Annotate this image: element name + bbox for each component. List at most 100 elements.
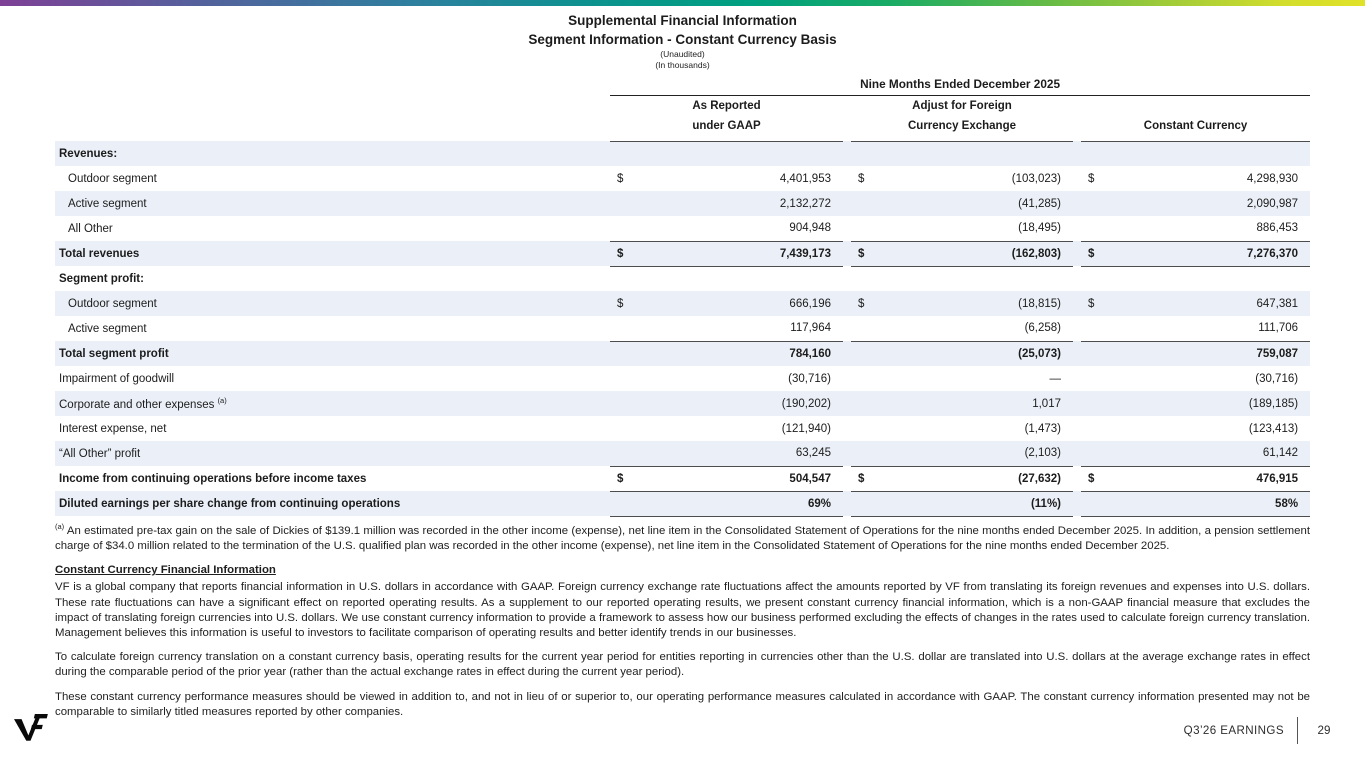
dollar-sign xyxy=(851,366,879,391)
value-constant-currency: (123,413) xyxy=(1248,422,1299,435)
dollar-sign: $ xyxy=(610,241,638,267)
dollar-sign xyxy=(851,341,879,366)
dollar-sign xyxy=(610,491,638,517)
table-row: Interest expense, net (121,940) (1,473) (12… xyxy=(55,416,1310,441)
dollar-sign xyxy=(1081,266,1109,291)
value-fx-adjustment: (2,103) xyxy=(879,441,1073,467)
column-gap xyxy=(843,391,851,416)
column-gap xyxy=(843,416,851,441)
column-gap xyxy=(843,466,851,491)
dollar-sign xyxy=(1081,366,1109,391)
dollar-sign xyxy=(851,266,879,291)
dollar-sign: $ xyxy=(610,466,638,492)
dollar-sign xyxy=(610,316,638,342)
column-gap xyxy=(1073,191,1081,216)
dollar-sign xyxy=(1081,441,1109,467)
row-label: Active segment xyxy=(68,197,147,210)
table-row: Active segment 117,964 (6,258) 111,706 xyxy=(55,316,1311,342)
dollar-sign: $ xyxy=(1081,466,1109,492)
dollar-sign xyxy=(851,216,879,242)
dollar-sign: $ xyxy=(851,241,879,267)
dollar-sign xyxy=(610,391,638,416)
column-gap xyxy=(843,291,851,316)
dollar-sign xyxy=(610,441,638,467)
earnings-label: Q3’26 EARNINGS xyxy=(1183,723,1284,737)
row-label: Segment profit: xyxy=(59,272,144,285)
value-constant-currency: 476,915 xyxy=(1109,466,1311,492)
value-as-reported: 4,401,953 xyxy=(779,172,831,185)
dollar-sign xyxy=(851,441,879,467)
value-constant-currency: (189,185) xyxy=(1248,397,1299,410)
value-as-reported: (30,716) xyxy=(788,372,831,385)
dollar-sign xyxy=(1081,341,1109,366)
dollar-sign xyxy=(1081,491,1109,517)
value-constant-currency: 7,276,370 xyxy=(1109,241,1311,267)
dollar-sign xyxy=(1081,216,1109,242)
value-fx-adjustment: (103,023) xyxy=(1011,172,1061,185)
column-gap xyxy=(843,166,851,191)
value-constant-currency: 759,087 xyxy=(1256,347,1299,360)
column-gap xyxy=(843,491,851,516)
dollar-sign xyxy=(610,191,638,216)
value-as-reported: 117,964 xyxy=(638,316,843,342)
constant-currency-paragraph-2: To calculate foreign currency translatio… xyxy=(55,651,1310,679)
dollar-sign xyxy=(610,141,638,166)
slide-subtitle: Segment Information - Constant Currency … xyxy=(528,32,837,47)
vf-logo xyxy=(14,714,48,741)
value-fx-adjustment: (25,073) xyxy=(1018,347,1061,360)
value-as-reported xyxy=(638,141,843,166)
value-as-reported xyxy=(638,266,843,291)
period-header-row: Nine Months Ended December 2025 xyxy=(55,76,1311,96)
value-as-reported: (190,202) xyxy=(781,397,831,410)
value-fx-adjustment xyxy=(879,266,1073,291)
column-gap xyxy=(843,191,851,216)
table-row: Revenues: xyxy=(55,141,1311,166)
footnote-marker: (a) xyxy=(55,522,65,531)
column-gap xyxy=(843,266,851,291)
table-row: Total segment profit 784,160 (25,073) 759,0… xyxy=(55,341,1311,366)
value-fx-adjustment xyxy=(879,141,1073,166)
column-header-gaap: As Reported under GAAP xyxy=(610,95,843,142)
value-as-reported: 784,160 xyxy=(789,347,831,360)
dollar-sign xyxy=(851,391,879,416)
column-header-constant-currency: Constant Currency xyxy=(1081,95,1311,142)
column-gap xyxy=(843,241,851,266)
table-row: Impairment of goodwill (30,716) — (30,716) xyxy=(55,366,1310,391)
value-fx-adjustment: — xyxy=(1049,372,1062,385)
period-header: Nine Months Ended December 2025 xyxy=(610,76,1311,96)
dollar-sign xyxy=(1081,141,1109,166)
value-as-reported: 504,547 xyxy=(638,466,843,492)
footer: Q3’26 EARNINGS 29 xyxy=(1184,716,1337,744)
column-gap xyxy=(1073,366,1081,391)
dollar-sign: $ xyxy=(617,172,624,185)
value-constant-currency: 111,706 xyxy=(1109,316,1311,342)
notes-section: (a) An estimated pre-tax gain on the sal… xyxy=(55,519,1310,720)
row-label: Income from continuing operations before… xyxy=(59,472,367,485)
column-gap xyxy=(843,141,851,166)
table-row: Outdoor segment $666,196 $ (18,815) $647,381 xyxy=(55,291,1311,316)
column-gap xyxy=(1073,341,1081,366)
column-gap xyxy=(1073,241,1081,266)
column-gap xyxy=(1073,266,1081,291)
table-row: “All Other” profit 63,245 (2,103) 61,142 xyxy=(55,441,1311,467)
column-gap xyxy=(1073,416,1081,441)
value-fx-adjustment: (18,815) xyxy=(1018,297,1061,310)
column-gap xyxy=(1073,216,1081,241)
value-constant-currency: 2,090,987 xyxy=(1246,197,1299,210)
value-constant-currency: 886,453 xyxy=(1109,216,1311,242)
unaudited-note: (Unaudited) xyxy=(660,49,705,59)
table-row: Corporate and other expenses (a) (190,202… xyxy=(55,391,1311,416)
dollar-sign xyxy=(610,366,638,391)
row-label: All Other xyxy=(68,222,113,235)
value-as-reported: (121,940) xyxy=(781,422,831,435)
dollar-sign: $ xyxy=(1081,241,1109,267)
dollar-sign xyxy=(851,141,879,166)
dollar-sign: $ xyxy=(617,297,624,310)
dollar-sign xyxy=(851,416,879,441)
dollar-sign: $ xyxy=(1088,297,1095,310)
row-label: Diluted earnings per share change from c… xyxy=(59,497,401,510)
dollar-sign xyxy=(610,216,638,242)
dollar-sign xyxy=(1081,191,1109,216)
column-gap xyxy=(1073,166,1081,191)
column-gap xyxy=(1073,316,1081,341)
